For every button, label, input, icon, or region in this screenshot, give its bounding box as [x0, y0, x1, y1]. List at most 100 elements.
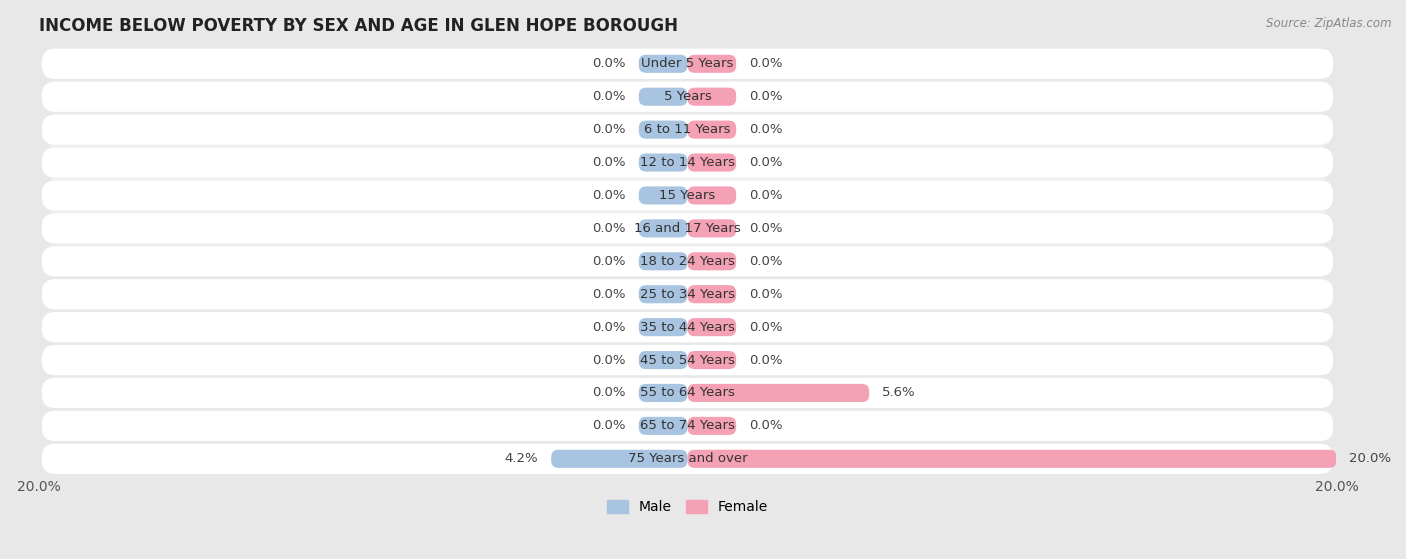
- Text: 6 to 11 Years: 6 to 11 Years: [644, 123, 731, 136]
- FancyBboxPatch shape: [38, 278, 1337, 310]
- Bar: [38, 48, 1337, 79]
- Text: 20.0%: 20.0%: [1350, 452, 1392, 465]
- FancyBboxPatch shape: [38, 311, 1337, 343]
- FancyBboxPatch shape: [688, 55, 737, 73]
- FancyBboxPatch shape: [42, 312, 1333, 342]
- Text: 0.0%: 0.0%: [592, 57, 626, 70]
- Text: 15 Years: 15 Years: [659, 189, 716, 202]
- FancyBboxPatch shape: [38, 344, 1337, 376]
- Bar: [38, 410, 1337, 442]
- Bar: [38, 377, 1337, 409]
- Text: 25 to 34 Years: 25 to 34 Years: [640, 288, 735, 301]
- FancyBboxPatch shape: [38, 245, 1337, 277]
- FancyBboxPatch shape: [42, 411, 1333, 441]
- Text: 0.0%: 0.0%: [749, 321, 783, 334]
- FancyBboxPatch shape: [638, 154, 688, 172]
- Text: Under 5 Years: Under 5 Years: [641, 57, 734, 70]
- Text: 12 to 14 Years: 12 to 14 Years: [640, 156, 735, 169]
- FancyBboxPatch shape: [42, 148, 1333, 178]
- Text: 0.0%: 0.0%: [749, 353, 783, 367]
- Text: 0.0%: 0.0%: [749, 419, 783, 433]
- Bar: [38, 278, 1337, 310]
- Text: 0.0%: 0.0%: [749, 288, 783, 301]
- Text: 0.0%: 0.0%: [749, 222, 783, 235]
- FancyBboxPatch shape: [42, 181, 1333, 211]
- FancyBboxPatch shape: [551, 450, 688, 468]
- FancyBboxPatch shape: [42, 378, 1333, 408]
- FancyBboxPatch shape: [638, 55, 688, 73]
- FancyBboxPatch shape: [638, 186, 688, 205]
- Text: 0.0%: 0.0%: [592, 255, 626, 268]
- FancyBboxPatch shape: [688, 88, 737, 106]
- Text: 5.6%: 5.6%: [882, 386, 915, 400]
- Text: 0.0%: 0.0%: [592, 189, 626, 202]
- FancyBboxPatch shape: [42, 213, 1333, 244]
- FancyBboxPatch shape: [42, 444, 1333, 474]
- Text: 0.0%: 0.0%: [592, 353, 626, 367]
- FancyBboxPatch shape: [638, 252, 688, 271]
- Text: 0.0%: 0.0%: [749, 57, 783, 70]
- Bar: [38, 179, 1337, 211]
- FancyBboxPatch shape: [688, 154, 737, 172]
- Text: 16 and 17 Years: 16 and 17 Years: [634, 222, 741, 235]
- Bar: [38, 344, 1337, 376]
- FancyBboxPatch shape: [38, 147, 1337, 178]
- FancyBboxPatch shape: [688, 351, 737, 369]
- Text: 0.0%: 0.0%: [592, 222, 626, 235]
- FancyBboxPatch shape: [688, 186, 737, 205]
- FancyBboxPatch shape: [638, 88, 688, 106]
- Bar: [38, 114, 1337, 145]
- FancyBboxPatch shape: [688, 384, 869, 402]
- Text: 0.0%: 0.0%: [592, 156, 626, 169]
- Text: 35 to 44 Years: 35 to 44 Years: [640, 321, 735, 334]
- FancyBboxPatch shape: [688, 285, 737, 304]
- Bar: [38, 245, 1337, 277]
- Text: Source: ZipAtlas.com: Source: ZipAtlas.com: [1267, 17, 1392, 30]
- Text: 75 Years and over: 75 Years and over: [627, 452, 748, 465]
- FancyBboxPatch shape: [638, 384, 688, 402]
- FancyBboxPatch shape: [688, 318, 737, 336]
- FancyBboxPatch shape: [38, 114, 1337, 145]
- Text: 0.0%: 0.0%: [592, 419, 626, 433]
- FancyBboxPatch shape: [688, 219, 737, 238]
- Bar: [38, 212, 1337, 244]
- FancyBboxPatch shape: [38, 443, 1337, 475]
- Text: 0.0%: 0.0%: [749, 156, 783, 169]
- Text: 0.0%: 0.0%: [592, 386, 626, 400]
- Text: 0.0%: 0.0%: [592, 321, 626, 334]
- FancyBboxPatch shape: [42, 345, 1333, 375]
- FancyBboxPatch shape: [42, 279, 1333, 309]
- FancyBboxPatch shape: [638, 318, 688, 336]
- FancyBboxPatch shape: [42, 49, 1333, 79]
- Text: 0.0%: 0.0%: [749, 189, 783, 202]
- FancyBboxPatch shape: [638, 285, 688, 304]
- FancyBboxPatch shape: [38, 377, 1337, 409]
- FancyBboxPatch shape: [688, 121, 737, 139]
- Text: 0.0%: 0.0%: [749, 123, 783, 136]
- FancyBboxPatch shape: [38, 81, 1337, 112]
- Text: 4.2%: 4.2%: [505, 452, 538, 465]
- Text: 65 to 74 Years: 65 to 74 Years: [640, 419, 735, 433]
- FancyBboxPatch shape: [638, 351, 688, 369]
- FancyBboxPatch shape: [38, 48, 1337, 79]
- FancyBboxPatch shape: [42, 246, 1333, 277]
- FancyBboxPatch shape: [38, 212, 1337, 244]
- Text: 0.0%: 0.0%: [592, 123, 626, 136]
- Text: 55 to 64 Years: 55 to 64 Years: [640, 386, 735, 400]
- FancyBboxPatch shape: [688, 417, 737, 435]
- Bar: [38, 147, 1337, 178]
- FancyBboxPatch shape: [688, 450, 1337, 468]
- Text: 0.0%: 0.0%: [592, 90, 626, 103]
- Text: 18 to 24 Years: 18 to 24 Years: [640, 255, 735, 268]
- FancyBboxPatch shape: [42, 115, 1333, 145]
- Text: 5 Years: 5 Years: [664, 90, 711, 103]
- Text: 45 to 54 Years: 45 to 54 Years: [640, 353, 735, 367]
- FancyBboxPatch shape: [688, 252, 737, 271]
- FancyBboxPatch shape: [638, 417, 688, 435]
- FancyBboxPatch shape: [42, 82, 1333, 112]
- FancyBboxPatch shape: [638, 121, 688, 139]
- Legend: Male, Female: Male, Female: [602, 495, 773, 520]
- Bar: [38, 311, 1337, 343]
- FancyBboxPatch shape: [638, 219, 688, 238]
- FancyBboxPatch shape: [38, 179, 1337, 211]
